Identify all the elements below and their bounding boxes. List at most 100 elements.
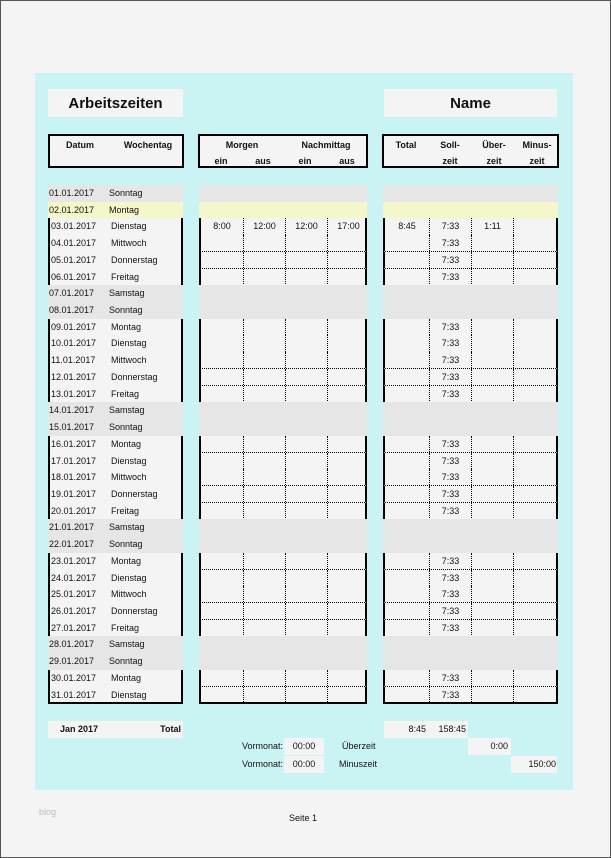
table-row-times: [199, 435, 369, 454]
cell-ein2[interactable]: [285, 469, 327, 486]
summary-total: 8:45: [408, 724, 426, 734]
cell-ueber: [471, 619, 513, 637]
cell-day: Freitag: [111, 388, 140, 399]
table-row-totals: 7:33: [383, 251, 558, 270]
cell-ein2[interactable]: [285, 502, 327, 520]
cell-ein2[interactable]: [285, 318, 327, 335]
cell-minus: [513, 335, 560, 352]
cell-aus2[interactable]: [327, 669, 369, 687]
table-row-totals: 8:45 7:33 1:11: [383, 218, 558, 236]
cell-aus2[interactable]: [327, 452, 369, 469]
cell-ein2[interactable]: [285, 352, 327, 369]
cell-aus1[interactable]: [243, 669, 285, 687]
table-row-date: 14.01.2017 Samstag: [48, 402, 183, 420]
cell-ein2[interactable]: [285, 603, 327, 620]
table-row-date: 25.01.2017 Mittwoch: [48, 586, 183, 604]
table-row-totals: [383, 519, 558, 537]
cell-day: Mittwoch: [111, 238, 147, 249]
table-row-date: 07.01.2017 Samstag: [48, 285, 183, 303]
cell-aus1[interactable]: [243, 469, 285, 486]
cell-aus2[interactable]: [327, 686, 369, 702]
watermark: blog: [39, 807, 57, 817]
cell-ein2[interactable]: [285, 268, 327, 286]
cell-aus2[interactable]: [327, 552, 369, 570]
cell-aus1[interactable]: [243, 452, 285, 469]
cell-soll: 7:33: [429, 268, 471, 286]
cell-day: Freitag: [111, 622, 140, 633]
cell-aus1[interactable]: [243, 603, 285, 620]
cell-minus: [513, 435, 560, 453]
cell-aus1[interactable]: [243, 435, 285, 453]
cell-ein2[interactable]: [285, 385, 327, 403]
cell-ein2[interactable]: [285, 368, 327, 386]
cell-ein2[interactable]: [285, 586, 327, 603]
cell-ein2[interactable]: [285, 552, 327, 570]
cell-aus2[interactable]: [327, 318, 369, 335]
cell-aus2[interactable]: [327, 235, 369, 252]
cell-aus1[interactable]: [243, 686, 285, 702]
table-row-date: 04.01.2017 Mittwoch: [48, 235, 183, 253]
cell-aus1[interactable]: [243, 586, 285, 603]
table-row-times: [199, 686, 369, 704]
table-row-totals: [383, 653, 558, 671]
cell-aus2[interactable]: [327, 268, 369, 286]
cell-aus2[interactable]: [327, 485, 369, 503]
cell-day: Samstag: [109, 288, 145, 299]
table-row-totals: 7:33: [383, 268, 558, 286]
cell-ueber: [471, 686, 513, 702]
cell-aus1[interactable]: [243, 335, 285, 352]
cell-aus1[interactable]: [243, 352, 285, 369]
vormonat-label-ueber: Vormonat:: [241, 741, 283, 751]
cell-aus2[interactable]: [327, 603, 369, 620]
cell-ein2[interactable]: [285, 669, 327, 687]
cell-aus2[interactable]: [327, 435, 369, 453]
cell-aus2[interactable]: [327, 619, 369, 637]
cell-ein2[interactable]: [285, 251, 327, 269]
cell-ein2[interactable]: [285, 686, 327, 702]
cell-soll: 7:33: [429, 569, 471, 586]
cell-date: 11.01.2017: [51, 355, 96, 366]
cell-aus2[interactable]: [327, 368, 369, 386]
cell-aus1[interactable]: [243, 552, 285, 570]
cell-aus2[interactable]: [327, 469, 369, 486]
cell-ein2[interactable]: [285, 485, 327, 503]
vormonat-minus[interactable]: 00:00: [284, 756, 324, 773]
cell-soll: 7:33: [429, 318, 471, 335]
cell-ein2[interactable]: [285, 619, 327, 637]
cell-aus2[interactable]: [327, 352, 369, 369]
cell-aus2[interactable]: 17:00: [327, 218, 369, 235]
cell-ein1[interactable]: 8:00: [213, 221, 231, 232]
cell-aus1[interactable]: [243, 251, 285, 269]
cell-ein2[interactable]: [285, 435, 327, 453]
cell-aus2[interactable]: [327, 586, 369, 603]
cell-aus1[interactable]: [243, 569, 285, 586]
cell-aus2[interactable]: [327, 335, 369, 352]
cell-aus1[interactable]: [243, 485, 285, 503]
cell-ein2[interactable]: [285, 335, 327, 352]
vormonat-ueber[interactable]: 00:00: [284, 738, 324, 755]
cell-ueber: [471, 251, 513, 269]
cell-aus2[interactable]: [327, 251, 369, 269]
cell-aus2[interactable]: [327, 502, 369, 520]
cell-day: Freitag: [111, 505, 140, 516]
cell-aus1[interactable]: [243, 235, 285, 252]
cell-ein2[interactable]: [285, 235, 327, 252]
cell-aus1[interactable]: [243, 368, 285, 386]
header-aus-afternoon: aus: [339, 156, 355, 166]
cell-aus1[interactable]: [243, 619, 285, 637]
header-total: Total: [395, 140, 417, 150]
cell-ueber: [471, 368, 513, 386]
cell-aus1[interactable]: [243, 385, 285, 403]
cell-aus1[interactable]: [243, 502, 285, 520]
cell-ein2[interactable]: 12:00: [285, 218, 327, 235]
cell-aus2[interactable]: [327, 569, 369, 586]
table-row-times: [199, 185, 367, 203]
cell-ein2[interactable]: [285, 569, 327, 586]
cell-aus1[interactable]: 12:00: [243, 218, 285, 235]
cell-aus1[interactable]: [243, 268, 285, 286]
cell-aus2[interactable]: [327, 385, 369, 403]
cell-ein2[interactable]: [285, 452, 327, 469]
table-row-date: 23.01.2017 Montag: [48, 552, 183, 571]
cell-aus1[interactable]: [243, 318, 285, 335]
cell-date: 13.01.2017: [51, 388, 97, 399]
